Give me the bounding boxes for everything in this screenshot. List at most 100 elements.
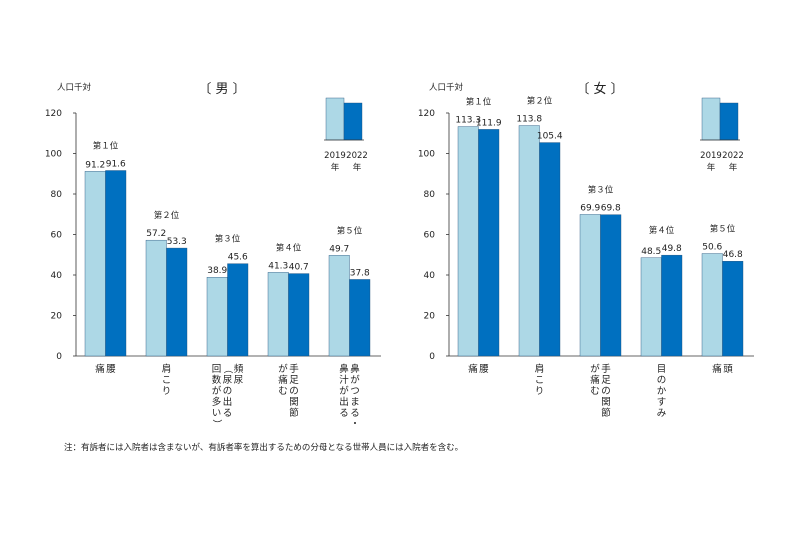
male-y-tick-label: 100 bbox=[45, 150, 62, 160]
male-bar bbox=[145, 239, 167, 357]
male-chart-title: 〔 男 〕 bbox=[198, 82, 245, 97]
female-value-label: 48.5 bbox=[641, 247, 661, 257]
female-rank-label: 第５位 bbox=[710, 224, 736, 235]
female-bar bbox=[457, 126, 479, 357]
male-category-label-char: 汁 bbox=[339, 374, 349, 386]
male-value-label: 38.9 bbox=[207, 266, 227, 276]
male-y-unit-label: 人口千対 bbox=[57, 82, 92, 93]
female-y-tick-label: 40 bbox=[424, 271, 436, 281]
male-legend-label: 年 bbox=[331, 162, 340, 173]
male-bar bbox=[166, 247, 188, 357]
male-category-label-char: ・ bbox=[350, 419, 360, 430]
female-category-label-char: 頭 bbox=[723, 364, 733, 375]
male-category-label-char: る bbox=[339, 408, 349, 419]
male-category-label-char: 出 bbox=[339, 396, 349, 408]
male-category-label-char: 頻 bbox=[234, 363, 244, 375]
female-value-label: 111.9 bbox=[476, 118, 502, 128]
male-category-label-char: が bbox=[212, 385, 222, 397]
male-category-label-char: 痛 bbox=[278, 374, 288, 386]
male-y-tick-label: 120 bbox=[45, 109, 62, 119]
female-bar bbox=[518, 125, 540, 357]
female-category-label-char: す bbox=[657, 397, 667, 408]
female-category-label-char: か bbox=[657, 386, 667, 397]
male-value-label: 45.6 bbox=[228, 253, 248, 263]
male-category-label-char: 痛 bbox=[95, 363, 105, 375]
female-bar bbox=[722, 261, 744, 357]
female-y-tick-label: 120 bbox=[418, 109, 435, 119]
male-category-label-char: 多 bbox=[212, 396, 222, 408]
male-bar bbox=[105, 170, 127, 357]
male-category-label-char: 肩 bbox=[162, 363, 172, 375]
male-y-tick-label: 0 bbox=[56, 352, 62, 362]
female-y-tick-label: 0 bbox=[429, 352, 435, 362]
female-category-label-char: こ bbox=[535, 375, 545, 386]
female-value-label: 69.9 bbox=[580, 203, 600, 213]
male-value-label: 91.2 bbox=[85, 160, 105, 170]
male-value-label: 91.6 bbox=[106, 160, 126, 170]
male-legend-label: 年 bbox=[353, 162, 362, 173]
male-bar bbox=[227, 263, 249, 357]
female-rank-label: 第２位 bbox=[527, 96, 553, 107]
male-category-label-char: い bbox=[212, 408, 222, 419]
male-value-label: 53.3 bbox=[167, 237, 187, 247]
female-y-tick-label: 20 bbox=[424, 312, 436, 322]
male-category-label-char: が bbox=[339, 385, 349, 397]
female-chart-title: 〔 女 〕 bbox=[576, 81, 623, 97]
footnote: 注：有訴者には入院者は含まないが、有訴者率を算出するための分母となる世帯人員には… bbox=[64, 443, 464, 453]
female-value-label: 46.8 bbox=[723, 250, 743, 260]
male-category-label-char: 節 bbox=[289, 407, 299, 419]
male-category-label-char: （ bbox=[222, 364, 234, 374]
female-value-label: 113.8 bbox=[516, 115, 542, 125]
male-category-label-char: 腰 bbox=[106, 364, 116, 375]
female-legend-bar-2022 bbox=[719, 102, 739, 141]
female-bar bbox=[539, 142, 561, 357]
male-category-label-char: こ bbox=[162, 375, 172, 386]
male-legend-bar-2022 bbox=[343, 102, 363, 141]
male-legend-bar-2019 bbox=[325, 97, 345, 141]
male-rank-label: 第４位 bbox=[276, 242, 302, 253]
male-category-label-char: 手 bbox=[289, 363, 299, 375]
male-category-label-char: る bbox=[350, 408, 360, 419]
female-legend-bar-2019 bbox=[701, 97, 721, 141]
male-y-tick-label: 80 bbox=[51, 190, 63, 200]
male-category-label-char: る bbox=[223, 408, 233, 419]
female-category-label-char: 手 bbox=[601, 363, 611, 375]
female-bar bbox=[579, 214, 601, 357]
male-category-label-char: が bbox=[278, 363, 288, 375]
female-category-label-char: 痛 bbox=[590, 374, 600, 386]
male-category-label-char: 鼻 bbox=[339, 363, 349, 375]
female-category-label-char: 肩 bbox=[535, 363, 545, 375]
male-value-label: 37.8 bbox=[350, 268, 370, 278]
female-category-label-char: り bbox=[535, 386, 545, 397]
female-y-tick-label: 60 bbox=[424, 231, 436, 241]
male-value-label: 49.7 bbox=[329, 244, 349, 254]
female-bar bbox=[701, 253, 723, 357]
male-category-label-char: 関 bbox=[289, 397, 299, 408]
male-category-label-char: 数 bbox=[212, 374, 222, 386]
male-legend-label: 2019 bbox=[324, 151, 346, 161]
male-rank-label: 第２位 bbox=[154, 210, 180, 221]
male-rank-label: 第１位 bbox=[93, 141, 119, 152]
female-rank-label: 第１位 bbox=[466, 97, 492, 108]
female-value-label: 49.8 bbox=[662, 244, 682, 254]
female-category-label-char: 足 bbox=[601, 375, 611, 386]
female-value-label: 69.8 bbox=[601, 204, 621, 214]
male-category-label-char: ま bbox=[350, 397, 360, 408]
female-legend-label: 2019 bbox=[700, 151, 722, 161]
male-value-label: 41.3 bbox=[268, 261, 288, 271]
male-bar bbox=[349, 279, 371, 357]
female-category-label-char: 痛 bbox=[712, 363, 722, 375]
male-legend-label: 2022 bbox=[346, 151, 368, 161]
male-category-label-char: 回 bbox=[212, 364, 222, 375]
male-y-tick-label: 20 bbox=[51, 312, 63, 322]
female-category-label-char: む bbox=[590, 386, 600, 397]
female-y-tick-label: 80 bbox=[424, 190, 436, 200]
male-y-tick-label: 60 bbox=[51, 231, 63, 241]
male-bar bbox=[206, 277, 228, 357]
male-category-label-char: む bbox=[278, 386, 288, 397]
male-y-tick-label: 40 bbox=[51, 271, 63, 281]
female-rank-label: 第４位 bbox=[649, 225, 675, 236]
male-bar bbox=[84, 171, 106, 357]
female-value-label: 113.3 bbox=[455, 116, 481, 126]
